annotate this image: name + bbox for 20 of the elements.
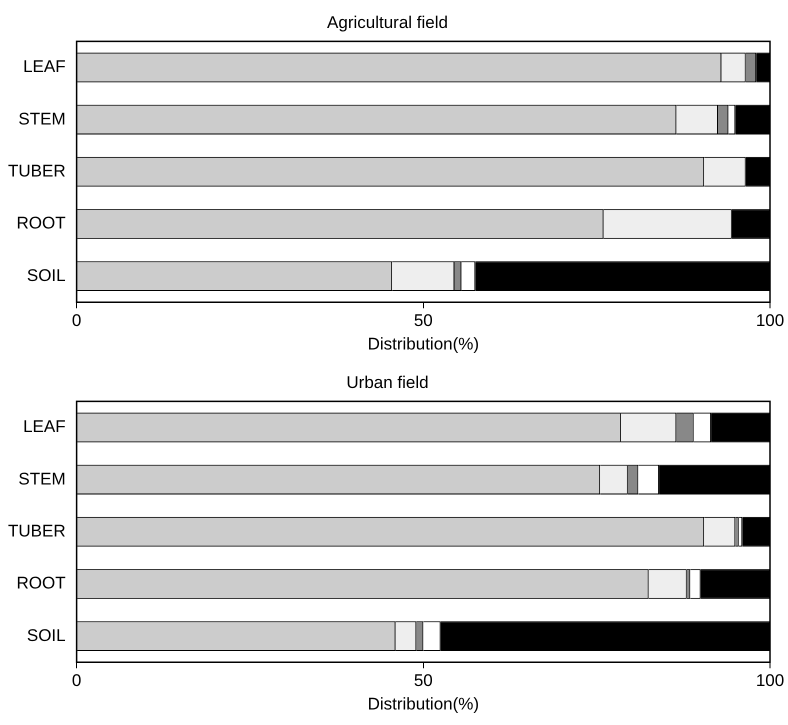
y-tick-label: ROOT xyxy=(16,574,66,593)
x-tick-label: 100 xyxy=(756,671,784,690)
x-axis-title: Distribution(%) xyxy=(368,694,480,714)
y-tick-label: ROOT xyxy=(16,214,66,233)
x-tick-label: 0 xyxy=(72,671,82,690)
x-tick-label: 50 xyxy=(414,311,433,330)
y-tick-label: STEM xyxy=(18,109,66,128)
x-tick-label: 100 xyxy=(756,311,784,330)
x-tick-label: 0 xyxy=(72,311,82,330)
chart-title: Agricultural field xyxy=(327,12,448,32)
y-tick-label: LEAF xyxy=(23,57,66,76)
y-tick-label: SOIL xyxy=(26,626,66,645)
y-tick-label: LEAF xyxy=(23,417,66,436)
x-axis-title: Distribution(%) xyxy=(368,334,480,354)
y-tick-label: STEM xyxy=(18,469,66,488)
y-tick-label: TUBER xyxy=(8,521,66,540)
x-tick-label: 50 xyxy=(414,671,433,690)
y-tick-label: SOIL xyxy=(26,266,66,285)
y-tick-label: TUBER xyxy=(8,161,66,180)
chart-title: Urban field xyxy=(346,372,429,392)
